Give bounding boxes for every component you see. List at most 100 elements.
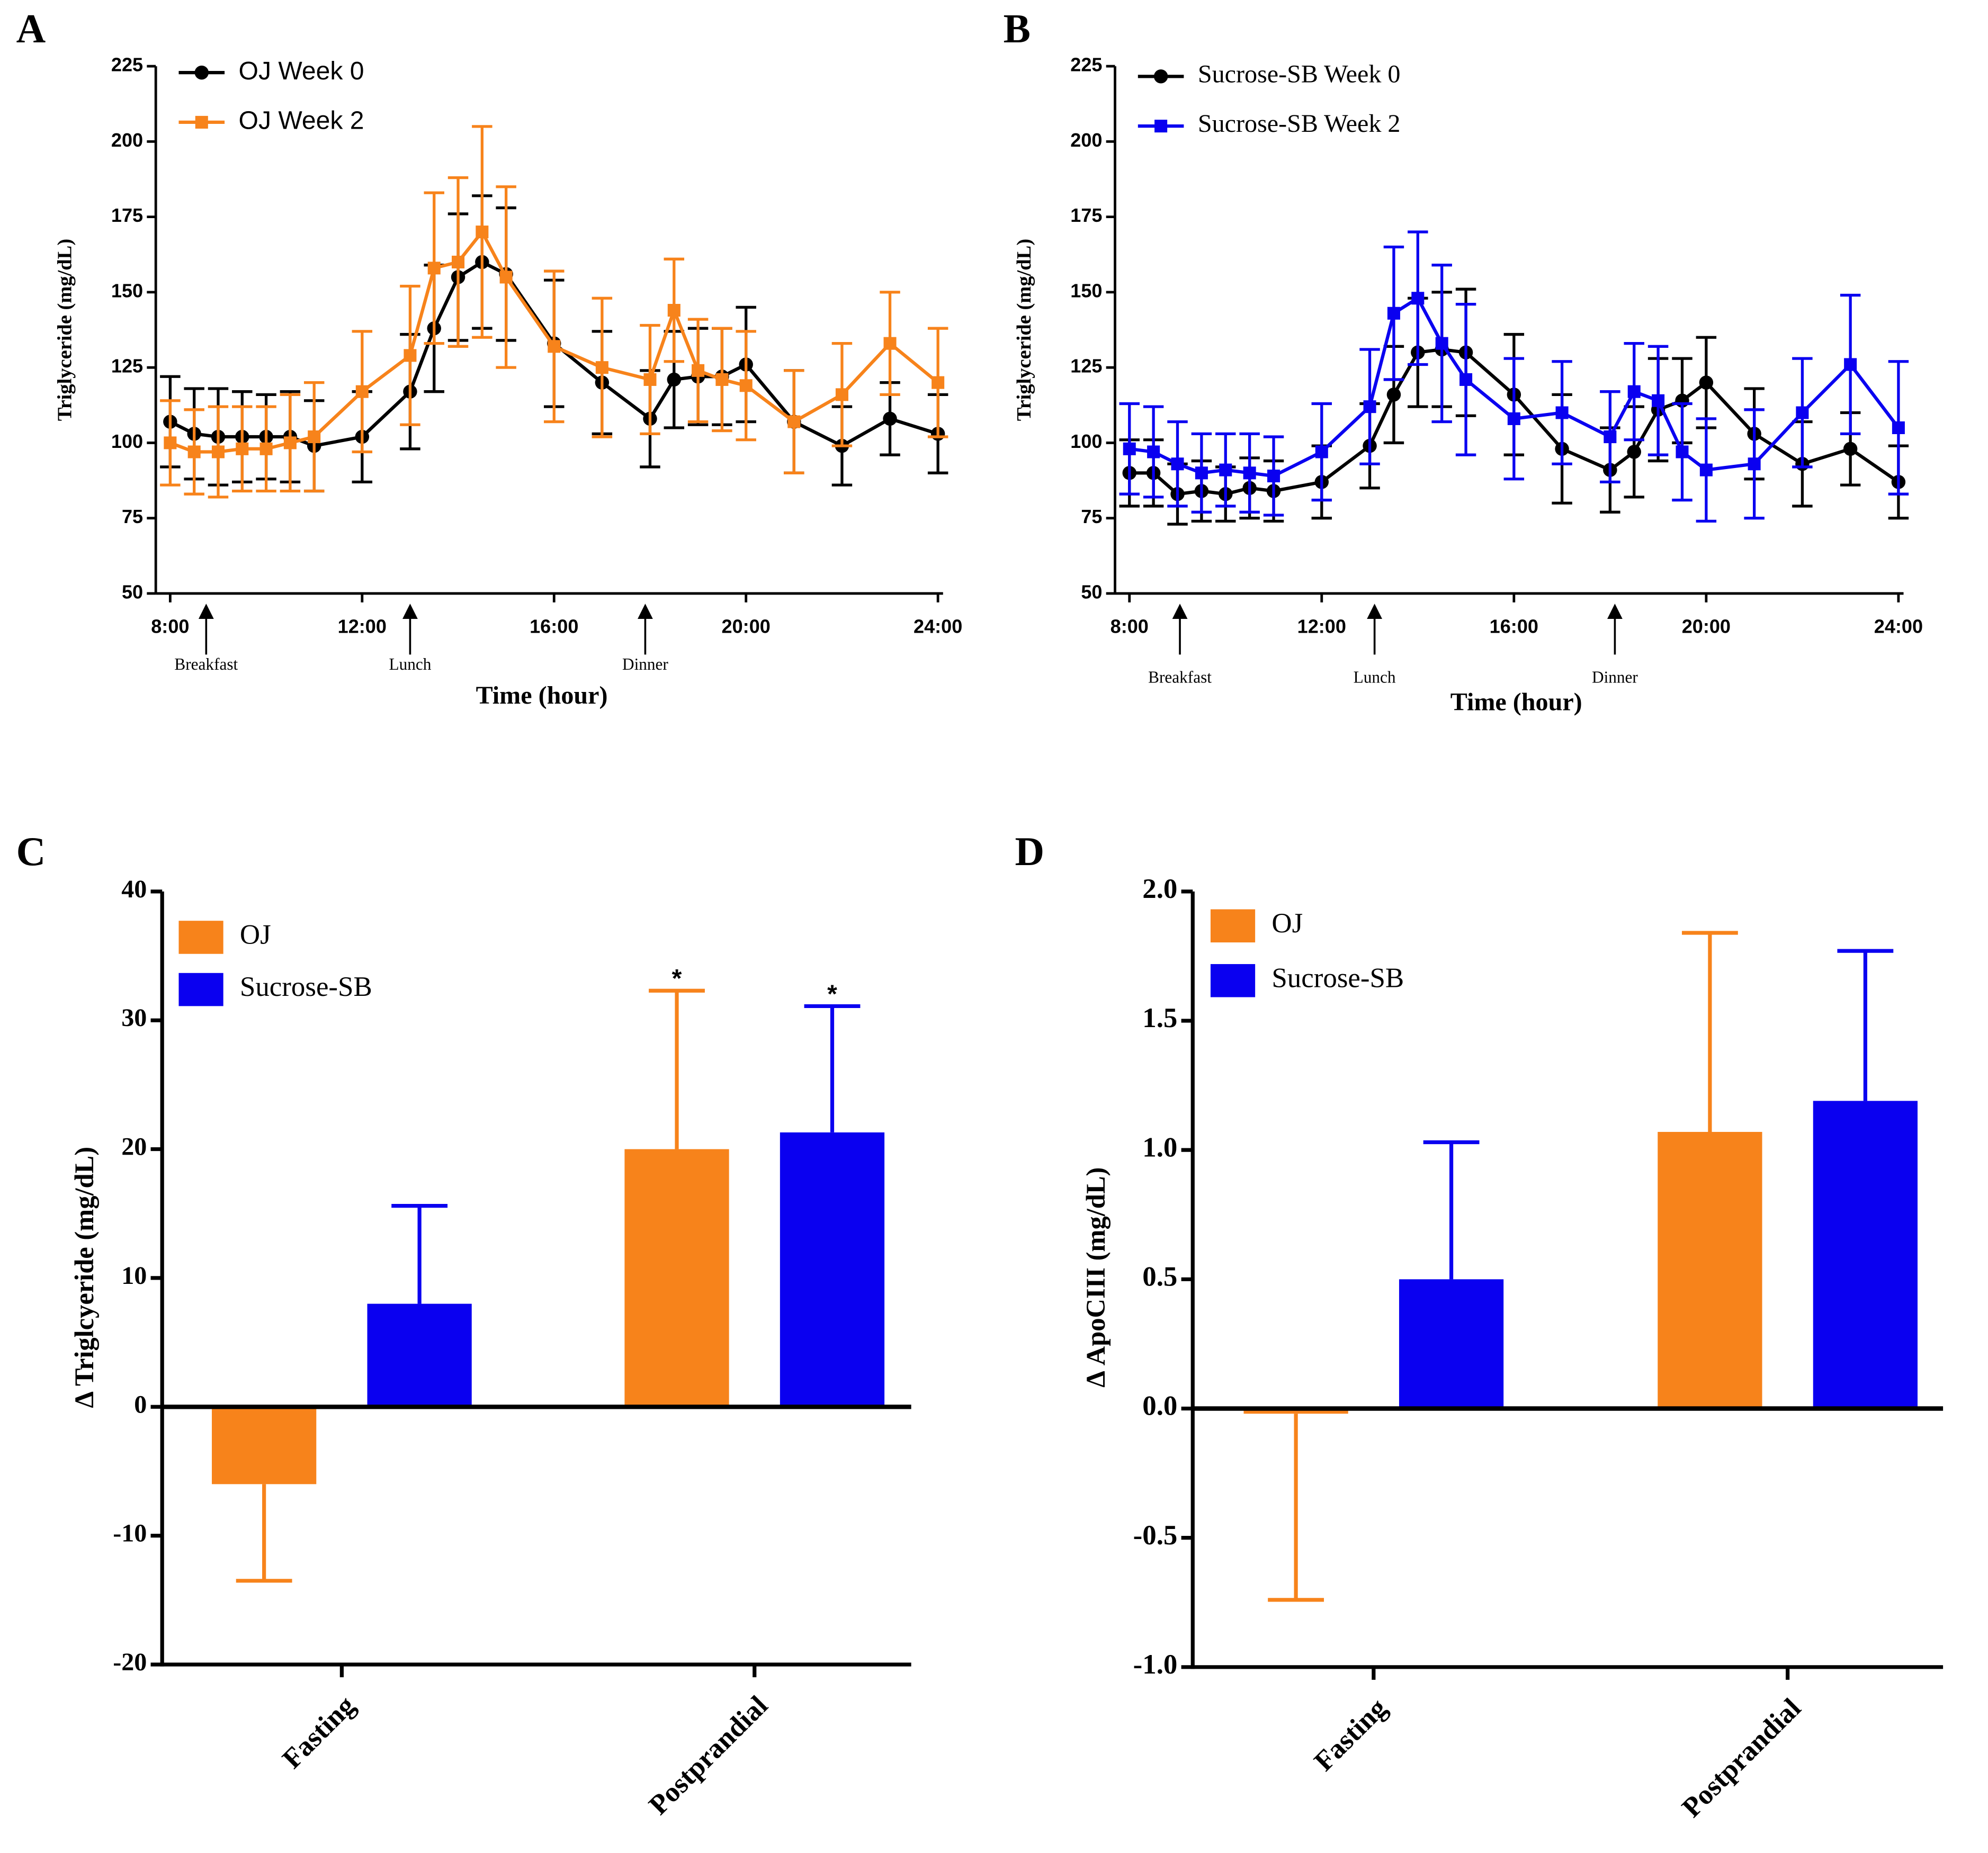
panel: 50 75 100 125 150 175 200 225 8:00 12:00 16:00 20:0… <box>54 54 963 710</box>
legend-label: Sucrose-SB <box>1271 963 1404 993</box>
panel-letter: D <box>1015 829 1045 874</box>
legend-marker <box>1153 69 1168 84</box>
y-tick-label: 100 <box>111 430 143 452</box>
point <box>1435 337 1448 350</box>
y-tick-label: 75 <box>1081 506 1102 527</box>
x-tick-label: 16:00 <box>1490 615 1538 637</box>
y-tick-label: 0 <box>134 1390 147 1418</box>
meal-label: Lunch <box>389 655 431 673</box>
y-tick-label: 0.5 <box>1142 1261 1177 1292</box>
y-axis-title: Triglyceride (mg/dL) <box>54 239 76 421</box>
panel-letter: B <box>1004 6 1031 51</box>
bar <box>1813 1101 1918 1409</box>
point <box>1363 400 1376 413</box>
point <box>1123 442 1136 455</box>
point <box>1411 292 1425 305</box>
point <box>932 376 945 389</box>
y-tick-label: 125 <box>111 355 143 377</box>
y-tick-label: -1.0 <box>1133 1649 1178 1680</box>
point <box>787 415 801 428</box>
point <box>187 445 201 458</box>
point <box>1147 445 1160 458</box>
point <box>1699 463 1713 476</box>
point <box>1219 463 1232 476</box>
point <box>1459 373 1473 386</box>
y-tick-label: 125 <box>1070 355 1102 377</box>
y-tick-label: 50 <box>1081 581 1102 602</box>
x-tick-label: 24:00 <box>1874 615 1923 637</box>
y-tick-label: -10 <box>113 1519 147 1548</box>
x-tick-label: Fasting <box>1309 1693 1393 1777</box>
bar <box>780 1132 885 1407</box>
x-tick-label: 20:00 <box>722 615 771 637</box>
point <box>1555 406 1569 419</box>
panel: -1.0 -0.5 0.0 0.5 1.0 1.5 2.0 Δ ApoCIII (mg/dL)… <box>1081 874 1944 1823</box>
y-tick-label: 1.0 <box>1142 1132 1177 1163</box>
error-bar <box>1423 1140 1480 1280</box>
y-tick-label: 1.5 <box>1142 1003 1177 1033</box>
legend-marker <box>1154 120 1168 133</box>
y-tick-label: 225 <box>111 54 143 76</box>
x-tick-label: 8:00 <box>151 615 189 637</box>
point <box>452 255 465 269</box>
legend-label: OJ Week 0 <box>239 57 364 85</box>
point <box>1604 430 1617 444</box>
y-tick-label: 40 <box>121 875 147 903</box>
point <box>1507 412 1520 425</box>
y-tick-label: 20 <box>121 1133 147 1161</box>
point <box>1386 388 1401 402</box>
y-tick-label: 150 <box>1070 280 1102 301</box>
panel: 50 75 100 125 150 175 200 225 8:00 12:00 16:00 20:0… <box>1013 54 1923 716</box>
error-bar <box>236 1484 292 1583</box>
x-axis-title: Time (hour) <box>1450 688 1582 716</box>
point <box>427 262 441 275</box>
bar <box>212 1407 317 1485</box>
legend-swatch <box>178 921 223 954</box>
x-tick-label: Postprandial <box>643 1690 774 1821</box>
significance-mark: * <box>672 965 682 993</box>
point <box>1243 466 1256 480</box>
point <box>692 364 705 377</box>
y-tick-label: 150 <box>111 280 143 301</box>
legend-label: Sucrose-SB <box>240 972 372 1002</box>
point <box>595 361 608 374</box>
point <box>164 436 177 449</box>
point <box>308 430 321 444</box>
point <box>1171 457 1184 471</box>
y-tick-label: -20 <box>113 1648 147 1676</box>
point <box>1627 385 1641 398</box>
bar <box>1658 1131 1762 1409</box>
error-bar <box>1837 949 1894 1101</box>
y-tick-label: 10 <box>121 1262 147 1290</box>
meal-label: Lunch <box>1354 668 1396 686</box>
significance-mark: * <box>827 980 837 1009</box>
error-bar <box>649 988 705 1149</box>
point <box>1676 445 1689 458</box>
x-tick-label: 8:00 <box>1111 615 1149 637</box>
point <box>355 385 369 398</box>
meal-label: Dinner <box>1592 668 1638 686</box>
point <box>739 379 753 392</box>
point <box>1267 469 1280 483</box>
y-tick-label: 2.0 <box>1142 874 1177 904</box>
legend-label: OJ Week 2 <box>239 106 364 135</box>
point <box>667 372 682 387</box>
point <box>499 271 513 284</box>
error-bar <box>1681 931 1738 1132</box>
point <box>1844 358 1857 371</box>
point <box>667 304 680 317</box>
x-tick-label: 24:00 <box>914 615 962 637</box>
y-tick-label: 200 <box>1070 129 1102 151</box>
x-axis-title: Time (hour) <box>476 681 608 709</box>
point <box>283 436 297 449</box>
x-tick-label: 20:00 <box>1682 615 1731 637</box>
y-tick-label: -0.5 <box>1133 1520 1178 1551</box>
legend-label: OJ <box>1271 908 1303 939</box>
point <box>476 226 489 239</box>
y-axis-title: Δ ApoCIII (mg/dL) <box>1081 1167 1111 1388</box>
bar <box>367 1303 472 1407</box>
point <box>883 411 897 426</box>
y-tick-label: 200 <box>111 129 143 151</box>
point <box>404 349 417 362</box>
